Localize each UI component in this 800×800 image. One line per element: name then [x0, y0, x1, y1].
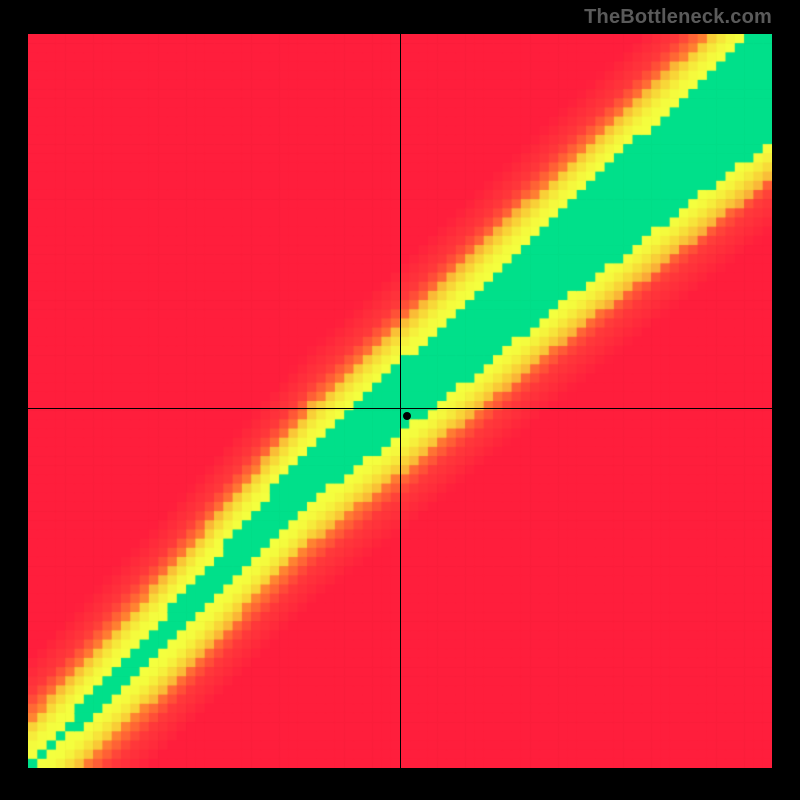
- heatmap-chart: [28, 34, 772, 768]
- crosshair-vertical: [400, 34, 401, 768]
- attribution-text: TheBottleneck.com: [584, 6, 772, 29]
- crosshair-horizontal: [28, 408, 772, 409]
- data-point-marker: [403, 412, 411, 420]
